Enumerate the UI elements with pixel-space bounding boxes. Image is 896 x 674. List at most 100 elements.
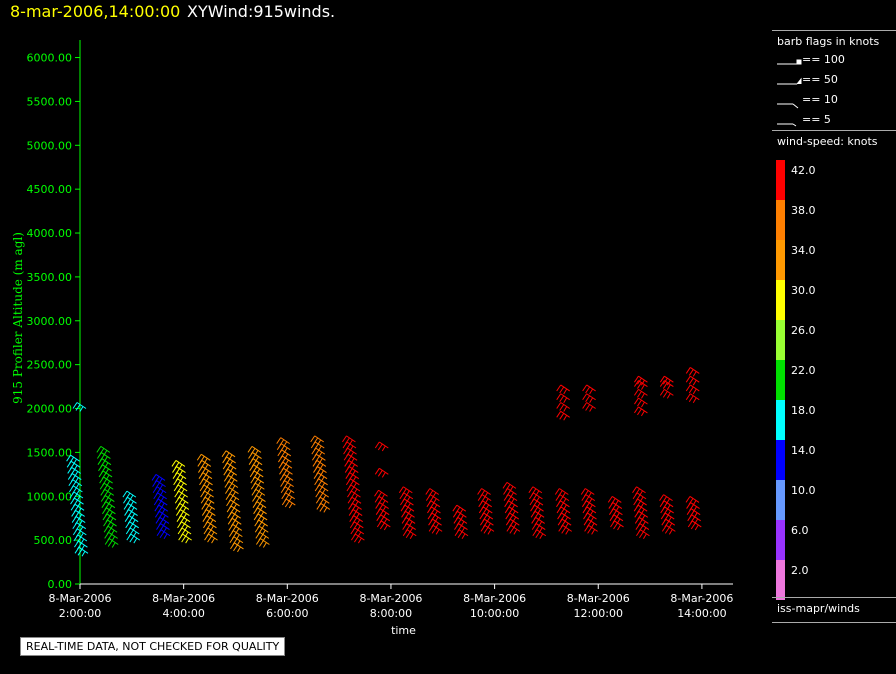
wind-barb-path — [197, 466, 212, 476]
wind-barb — [401, 510, 415, 521]
wind-barb — [479, 518, 494, 529]
wind-barb — [227, 511, 241, 522]
wind-barb — [634, 375, 648, 386]
wind-barb-path — [556, 393, 570, 403]
wind-barb-path — [103, 525, 118, 536]
x-tick-time: 6:00:00 — [266, 607, 308, 620]
wind-barb — [609, 514, 624, 525]
wind-barb — [255, 538, 270, 548]
y-tick-label: 6000.00 — [27, 52, 73, 65]
wind-barb-path — [686, 508, 701, 518]
wind-barb — [477, 488, 491, 498]
wind-barb — [156, 529, 171, 539]
wind-barb-path — [310, 441, 325, 452]
wind-barb-path — [634, 380, 648, 390]
wind-barb-path — [201, 509, 216, 519]
wind-barb-path — [478, 500, 493, 511]
x-tick-date: 8-Mar-2006 — [152, 592, 215, 605]
wind-barb — [124, 515, 139, 525]
wind-barb-path — [530, 510, 545, 521]
wind-barb — [315, 490, 330, 501]
wind-barb-path — [685, 495, 700, 506]
barb-5-label: == 5 — [802, 113, 831, 126]
wind-barb-path — [196, 453, 211, 464]
legend-divider — [772, 622, 896, 623]
wind-barb-path — [557, 512, 571, 523]
scale-label: 6.0 — [791, 524, 809, 537]
wind-barb-path — [529, 492, 543, 503]
wind-barb — [401, 517, 416, 527]
wind-barb-path — [311, 453, 326, 464]
wind-barb — [685, 495, 700, 506]
wind-barb-path — [96, 445, 111, 456]
wind-barb-path — [428, 518, 442, 529]
wind-barb — [314, 484, 329, 495]
wind-barb — [228, 524, 243, 534]
wind-barb-path — [254, 525, 269, 536]
wind-barb-path — [153, 492, 167, 503]
wind-barb — [632, 492, 647, 503]
wind-barb-path — [152, 480, 166, 490]
barb-10-label: == 10 — [802, 93, 838, 106]
wind-barb — [632, 486, 646, 497]
wind-barb — [125, 521, 139, 532]
wind-barb-path — [156, 529, 171, 539]
plot-title: XYWind:915winds. — [187, 2, 336, 21]
scale-label: 14.0 — [791, 444, 816, 457]
wind-barb-path — [504, 500, 518, 511]
wind-barb-path — [104, 538, 119, 548]
wind-barb-path — [400, 498, 414, 509]
wind-barb — [174, 490, 189, 501]
wind-barb — [277, 455, 292, 466]
scale-label: 18.0 — [791, 404, 816, 417]
wind-barb — [281, 492, 296, 503]
wind-barb-path — [74, 540, 88, 551]
wind-barb — [530, 510, 545, 521]
wind-barb-path — [349, 515, 363, 525]
wind-barb — [556, 500, 570, 511]
wind-barb-path — [634, 517, 649, 527]
wind-barb-path — [453, 517, 468, 527]
wind-barb — [349, 515, 363, 525]
wind-barb — [279, 467, 293, 478]
wind-barb — [503, 494, 518, 504]
wind-barb-path — [401, 510, 415, 521]
scale-label: 30.0 — [791, 284, 816, 297]
wind-barb-path — [199, 478, 213, 489]
wind-barb-path — [479, 518, 494, 529]
wind-barb-path — [98, 470, 113, 481]
wind-barb-path — [581, 494, 596, 504]
wind-barb — [230, 542, 244, 553]
wind-barb-path — [154, 504, 169, 515]
wind-barb — [399, 492, 414, 503]
wind-barb — [426, 500, 441, 511]
wind-barb-path — [123, 496, 137, 507]
wind-barb-path — [345, 478, 360, 489]
wind-barb-path — [225, 487, 239, 497]
wind-barb — [201, 509, 216, 519]
wind-barb-path — [633, 498, 647, 509]
wind-barb — [478, 506, 493, 517]
wind-barb-path — [97, 458, 112, 468]
wind-barb — [310, 441, 325, 452]
wind-barb — [661, 524, 676, 535]
wind-barb-path — [452, 504, 467, 515]
wind-barb — [348, 503, 362, 513]
wind-barb — [634, 397, 648, 408]
quality-warning: REAL-TIME DATA, NOT CHECKED FOR QUALITY — [20, 637, 286, 656]
wind-barb-path — [70, 497, 84, 508]
x-tick-date: 8-Mar-2006 — [567, 592, 630, 605]
wind-barb — [276, 443, 291, 454]
wind-barb-path — [227, 517, 242, 528]
wind-barb — [96, 452, 111, 462]
wind-barb — [68, 485, 83, 496]
wind-barb-path — [634, 406, 648, 417]
wind-barb — [582, 402, 596, 412]
wind-barb — [122, 490, 137, 501]
wind-barb — [126, 533, 141, 544]
wind-barb-path — [346, 484, 361, 495]
wind-barb-path — [222, 456, 236, 467]
wind-barb — [67, 473, 82, 483]
wind-barb — [255, 531, 270, 542]
wind-barb — [279, 474, 294, 484]
